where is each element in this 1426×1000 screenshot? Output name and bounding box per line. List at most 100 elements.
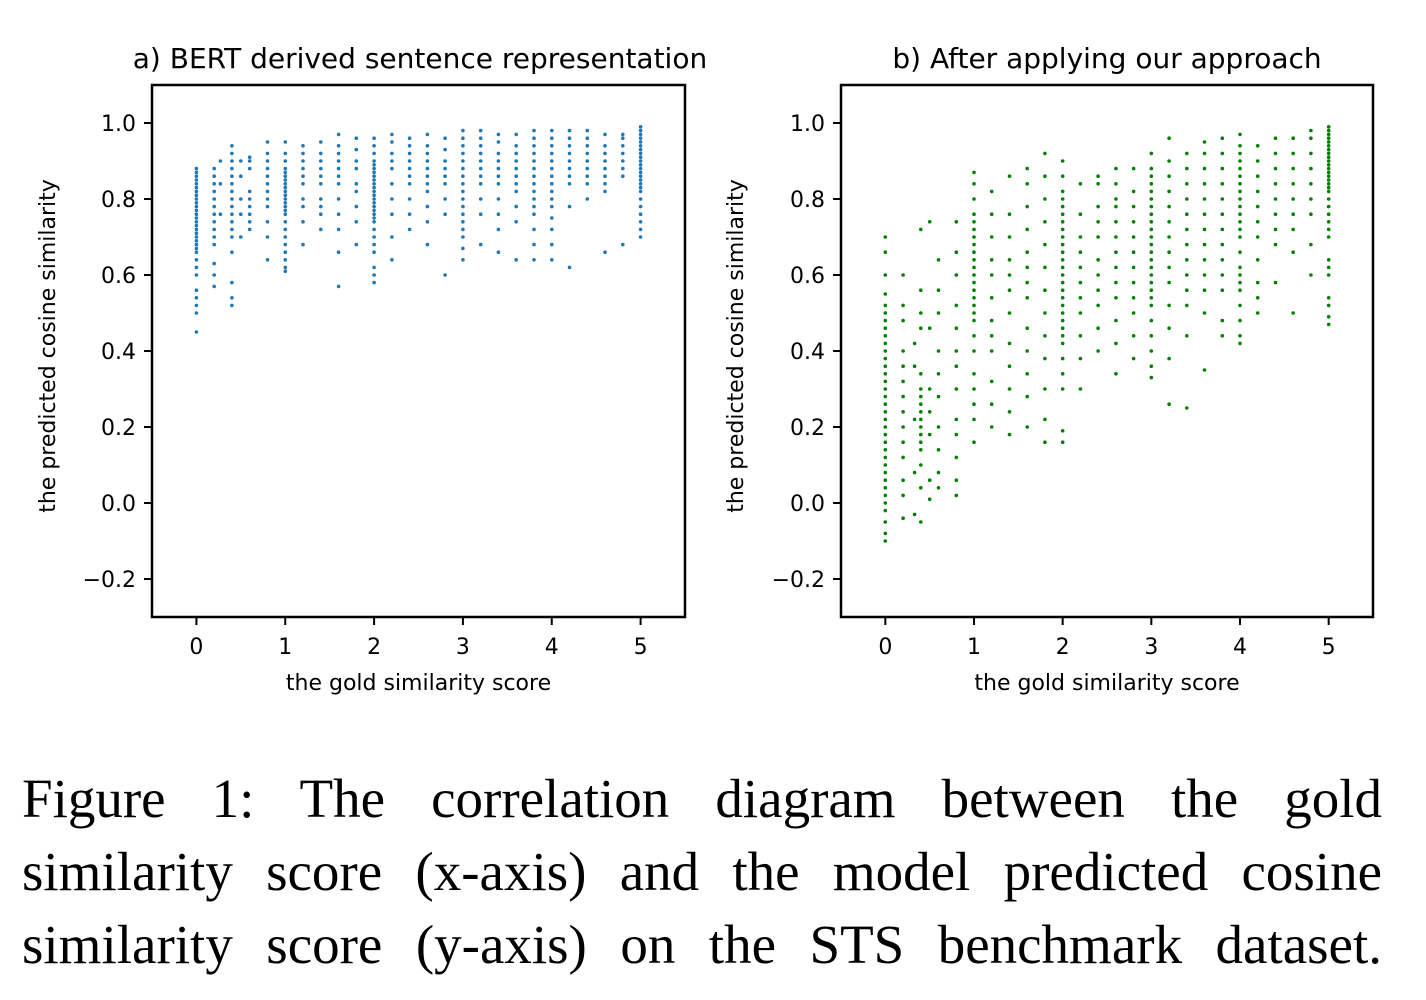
scatter-point: [621, 174, 625, 178]
scatter-point: [1149, 235, 1154, 239]
scatter-point: [1255, 174, 1260, 178]
scatter-point: [1238, 334, 1242, 338]
scatter-point: [1291, 212, 1295, 216]
scatter-point: [1060, 303, 1065, 308]
scatter-point: [1255, 280, 1260, 285]
scatter-point: [1326, 265, 1331, 270]
scatter-point: [265, 140, 270, 144]
scatter-point: [1149, 296, 1154, 300]
scatter-point: [901, 303, 905, 308]
scatter-point: [372, 170, 376, 175]
scatter-point: [972, 296, 976, 300]
scatter-point: [1149, 197, 1154, 201]
scatter-point: [319, 151, 323, 156]
scatter-point: [1149, 258, 1154, 262]
scatter-point: [1043, 174, 1047, 178]
scatter-point: [603, 159, 607, 163]
scatter-point: [283, 265, 288, 270]
y-tick-label: 1.0: [790, 112, 825, 137]
scatter-point: [936, 372, 941, 376]
scatter-point: [301, 182, 305, 186]
scatter-point: [230, 296, 234, 300]
scatter-point: [265, 235, 270, 239]
scatter-point: [194, 265, 199, 270]
scatter-point: [1238, 204, 1242, 209]
scatter-point: [1291, 227, 1295, 232]
scatter-point: [1273, 151, 1278, 156]
scatter-point: [954, 493, 959, 498]
scatter-point: [461, 246, 465, 251]
scatter-point: [1007, 311, 1012, 315]
scatter-point: [478, 136, 483, 140]
scatter-point: [1326, 273, 1331, 277]
scatter-point: [1185, 166, 1189, 171]
scatter-point: [954, 349, 959, 353]
scatter-point: [1096, 235, 1100, 239]
scatter-point: [1202, 151, 1207, 156]
scatter-point: [603, 250, 607, 254]
scatter-point: [1255, 144, 1260, 148]
scatter-point: [1291, 182, 1295, 186]
scatter-point: [1238, 132, 1242, 137]
scatter-point: [1309, 242, 1313, 247]
scatter-point: [919, 311, 923, 315]
scatter-point: [883, 402, 888, 407]
scatter-point: [372, 163, 376, 167]
scatter-point: [638, 185, 643, 190]
scatter-point: [1149, 174, 1154, 178]
scatter-point: [550, 182, 554, 186]
scatter-point: [1202, 166, 1207, 171]
scatter-point: [283, 178, 288, 182]
scatter-point: [912, 364, 917, 369]
scatter-point: [532, 204, 536, 209]
y-tick-label: 0.0: [101, 492, 136, 517]
scatter-point: [212, 204, 216, 209]
scatter-point: [532, 197, 536, 201]
scatter-point: [972, 303, 976, 308]
scatter-point: [372, 227, 376, 232]
scatter-point: [443, 197, 447, 201]
scatter-point: [1326, 125, 1331, 129]
scatter-point: [1202, 182, 1207, 186]
scatter-point: [230, 280, 234, 285]
scatter-point: [514, 166, 518, 171]
scatter-point: [443, 174, 447, 178]
scatter-point: [1255, 204, 1260, 209]
scatter-point: [883, 349, 888, 353]
scatter-point: [638, 227, 643, 232]
scatter-point: [1114, 372, 1118, 376]
scatter-point: [283, 269, 288, 274]
scatter-point: [1326, 128, 1331, 133]
scatter-point: [1185, 406, 1189, 410]
scatter-point: [972, 440, 976, 445]
scatter-point: [1238, 174, 1242, 178]
scatter-point: [1060, 288, 1065, 293]
scatter-point: [954, 364, 959, 369]
scatter-point: [989, 296, 994, 300]
scatter-point: [972, 372, 976, 376]
scatter-point: [1238, 151, 1242, 156]
scatter-point: [1043, 288, 1047, 293]
scatter-point: [972, 182, 976, 186]
scatter-point: [919, 463, 923, 467]
scatter-point: [407, 197, 412, 201]
scatter-point: [901, 379, 905, 384]
scatter-point: [1220, 273, 1225, 277]
scatter-point: [390, 140, 394, 144]
x-tick-label: 4: [545, 635, 559, 660]
scatter-point: [1185, 212, 1189, 216]
scatter-point: [1131, 220, 1136, 224]
scatter-point: [927, 410, 932, 414]
scatter-point: [1220, 258, 1225, 262]
scatter-point: [230, 151, 234, 156]
scatter-point: [883, 478, 888, 483]
scatter-point: [194, 227, 199, 232]
scatter-point: [883, 417, 888, 422]
scatter-point: [954, 455, 959, 460]
scatter-point: [1238, 265, 1242, 270]
scatter-point: [1060, 212, 1065, 216]
scatter-point: [532, 174, 536, 178]
scatter-point: [550, 258, 554, 262]
scatter-point: [1273, 197, 1278, 201]
scatter-point: [1185, 242, 1189, 247]
